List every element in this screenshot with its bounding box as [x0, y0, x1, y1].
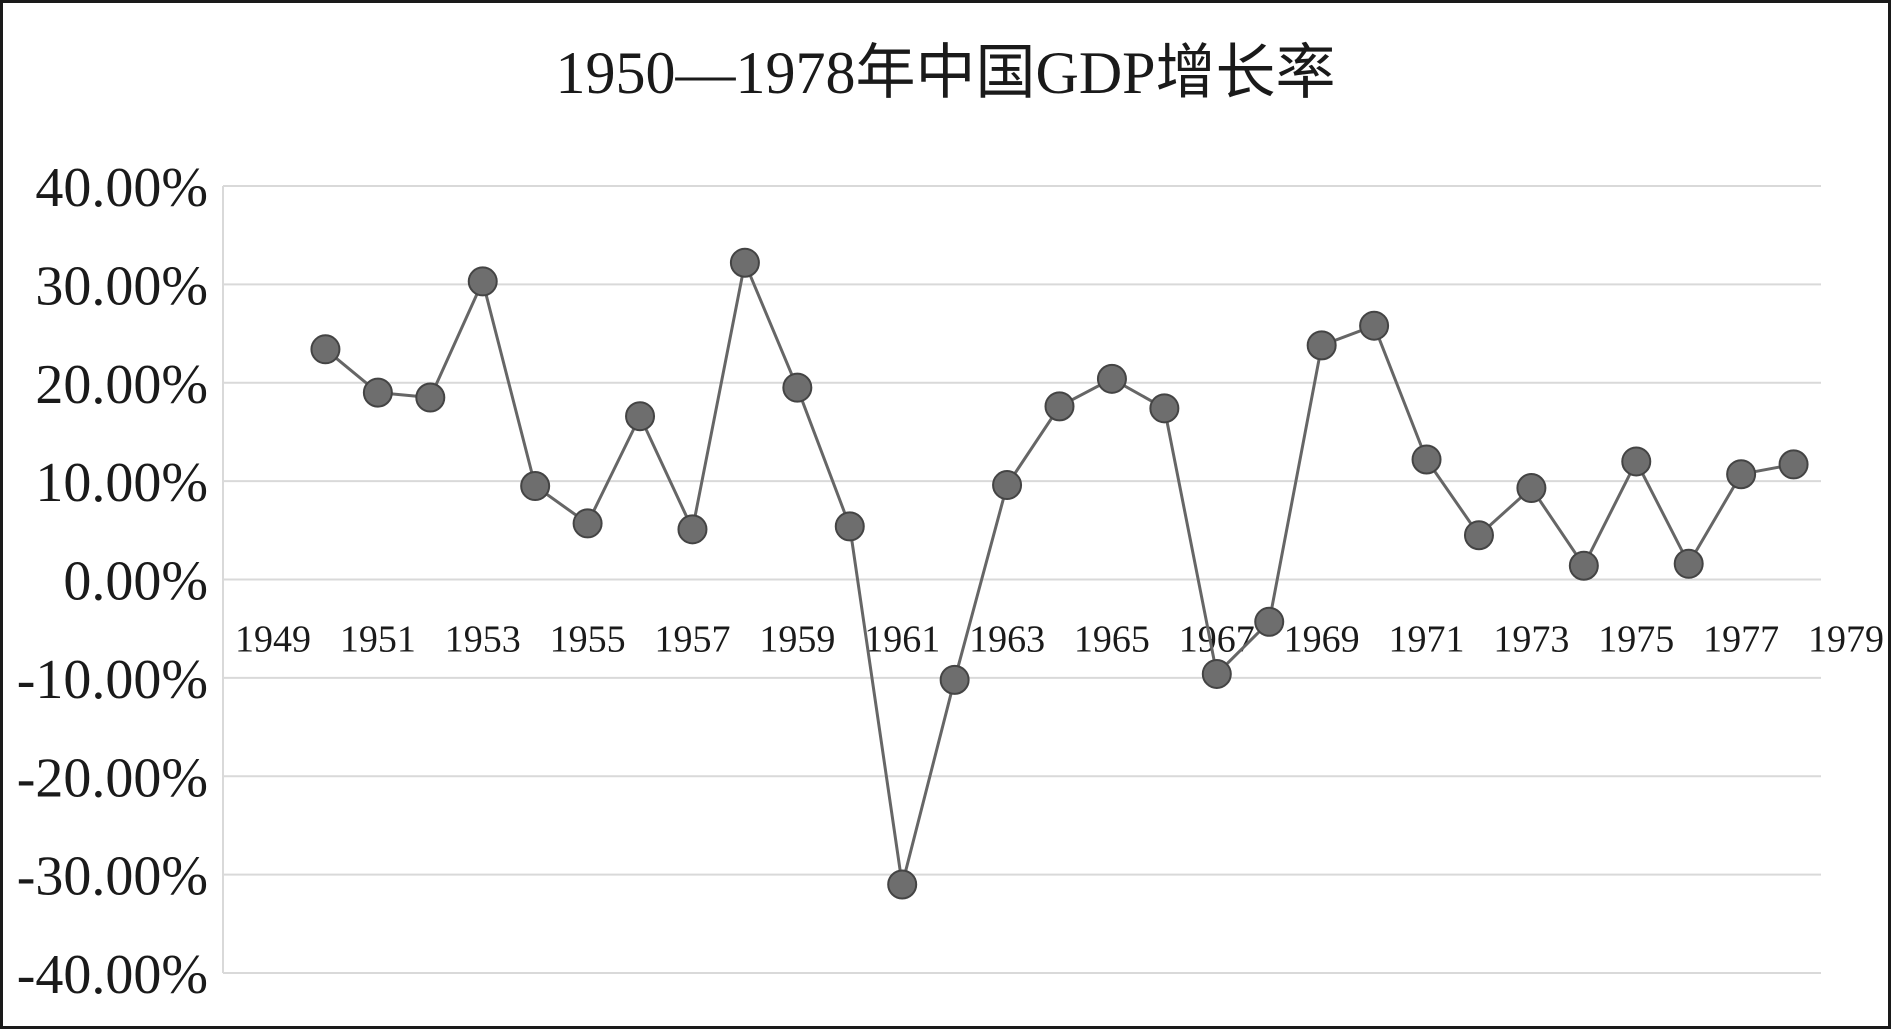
data-point	[1254, 606, 1285, 637]
data-point	[467, 266, 498, 297]
x-tick-label: 1973	[1493, 619, 1569, 661]
x-tick-label: 1959	[759, 619, 835, 661]
data-point	[1463, 520, 1494, 551]
data-point	[362, 377, 393, 408]
data-points	[310, 247, 1809, 900]
y-tick-label: -10.00%	[17, 649, 208, 711]
x-tick-labels: 1949 1951 1953 1955 1957 1959 1961 1963 1965 1967…	[235, 619, 1884, 661]
data-point	[729, 247, 760, 278]
data-point	[992, 470, 1023, 501]
chart-title: 1950—1978年中国GDP增长率	[555, 40, 1336, 106]
data-point	[834, 511, 865, 542]
x-tick-label: 1963	[969, 619, 1045, 661]
data-point	[1621, 446, 1652, 477]
x-tick-label: 1961	[864, 619, 940, 661]
data-point	[1516, 473, 1547, 504]
data-point	[1306, 330, 1337, 361]
x-tick-label: 1949	[235, 619, 311, 661]
x-tick-label: 1967	[1179, 619, 1255, 661]
data-point	[1778, 449, 1809, 480]
x-tick-label: 1977	[1703, 619, 1779, 661]
y-tick-label: 40.00%	[35, 157, 208, 219]
x-tick-label: 1965	[1074, 619, 1150, 661]
y-tick-label: 0.00%	[63, 551, 208, 613]
data-point	[1359, 310, 1390, 341]
line-chart: 40.00% 30.00% 20.00% 10.00% 0.00% -10.00% -20.…	[17, 157, 1884, 1006]
x-tick-label: 1969	[1284, 619, 1360, 661]
data-point	[1411, 444, 1442, 475]
x-tick-label: 1953	[445, 619, 521, 661]
x-tick-label: 1957	[654, 619, 730, 661]
data-point	[310, 334, 341, 365]
data-point	[1568, 550, 1599, 581]
gridlines	[223, 185, 1821, 974]
data-point	[677, 514, 708, 545]
y-tick-label: 10.00%	[35, 452, 208, 514]
data-point	[1044, 391, 1075, 422]
data-point	[415, 382, 446, 413]
x-tick-label: 1955	[550, 619, 626, 661]
x-tick-label: 1975	[1598, 619, 1674, 661]
data-point	[520, 471, 551, 502]
y-tick-labels: 40.00% 30.00% 20.00% 10.00% 0.00% -10.00% -20.…	[17, 157, 208, 1006]
data-point	[1673, 548, 1704, 579]
data-point	[572, 508, 603, 539]
data-point	[1726, 459, 1757, 490]
y-tick-label: 30.00%	[35, 255, 208, 317]
x-tick-label: 1979	[1808, 619, 1884, 661]
data-point	[1201, 658, 1232, 689]
data-point	[625, 401, 656, 432]
data-point	[782, 372, 813, 403]
x-tick-label: 1971	[1389, 619, 1465, 661]
data-point	[1096, 363, 1127, 394]
y-tick-label: -30.00%	[17, 846, 208, 908]
data-point	[939, 664, 970, 695]
data-point	[1149, 393, 1180, 424]
data-point	[887, 869, 918, 900]
y-tick-label: -40.00%	[17, 944, 208, 1006]
y-tick-label: 20.00%	[35, 354, 208, 416]
x-tick-label: 1951	[340, 619, 416, 661]
y-tick-label: -20.00%	[17, 747, 208, 809]
